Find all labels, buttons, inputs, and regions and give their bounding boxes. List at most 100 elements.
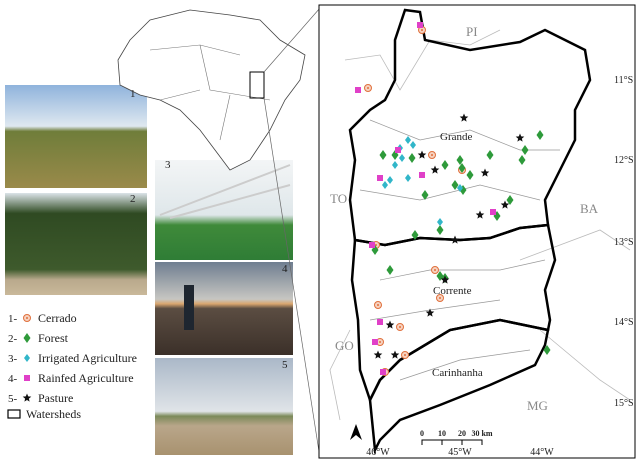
rainfed-marker bbox=[377, 175, 383, 181]
photo-number: 4 bbox=[282, 263, 288, 275]
pasture-marker bbox=[450, 235, 460, 244]
state-label: GO bbox=[335, 338, 354, 353]
irrigated-marker bbox=[405, 136, 411, 144]
forest-marker bbox=[411, 230, 419, 240]
irrigated-marker bbox=[410, 141, 416, 149]
state-label: MG bbox=[527, 398, 548, 413]
basin-label: Grande bbox=[440, 131, 472, 143]
forest-marker bbox=[379, 150, 387, 160]
photo-number: 3 bbox=[165, 159, 171, 171]
state-borders bbox=[149, 44, 271, 141]
legend-label: Irrigated Agriculture bbox=[38, 351, 137, 365]
rainfed-marker bbox=[377, 319, 383, 325]
rainfed-marker bbox=[395, 147, 401, 153]
photo bbox=[5, 85, 147, 188]
scale-label: 10 bbox=[438, 429, 446, 438]
forest-marker bbox=[451, 180, 459, 190]
pasture-marker bbox=[515, 133, 525, 142]
forest-marker bbox=[23, 333, 31, 343]
map-frame bbox=[318, 4, 636, 459]
rainfed-marker bbox=[380, 369, 386, 375]
photo bbox=[155, 160, 293, 260]
cerrado-marker-dot bbox=[26, 317, 28, 319]
lon-label: 44°W bbox=[530, 447, 554, 458]
pasture-marker bbox=[373, 350, 383, 359]
forest-marker bbox=[408, 153, 416, 163]
pasture-marker bbox=[22, 393, 32, 402]
pasture-marker bbox=[480, 168, 490, 177]
rainfed-marker bbox=[372, 339, 378, 345]
forest-marker bbox=[486, 150, 494, 160]
forest-marker bbox=[386, 265, 394, 275]
lat-label: 15°S bbox=[614, 398, 634, 409]
forest-marker bbox=[518, 155, 526, 165]
state-label: BA bbox=[580, 201, 599, 216]
forest-marker bbox=[521, 145, 529, 155]
lon-label: 45°W bbox=[448, 447, 472, 458]
irrigated-marker bbox=[24, 354, 30, 362]
photo-number: 5 bbox=[282, 359, 288, 371]
legend-label: Forest bbox=[38, 331, 69, 345]
photo bbox=[155, 358, 293, 455]
forest-marker bbox=[436, 225, 444, 235]
irrigated-marker bbox=[382, 181, 388, 189]
irrigated-marker bbox=[405, 174, 411, 182]
pasture-marker bbox=[475, 210, 485, 219]
lon-label: 46°W bbox=[366, 447, 390, 458]
rainfed-marker bbox=[417, 22, 423, 28]
zoom-lines bbox=[263, 7, 321, 459]
cerrado-marker-dot bbox=[404, 354, 406, 356]
forest-marker bbox=[436, 271, 444, 281]
forest-marker bbox=[466, 170, 474, 180]
cerrado-marker-dot bbox=[367, 87, 369, 89]
watershed-legend-symbol bbox=[7, 409, 21, 419]
cerrado-marker-dot bbox=[399, 326, 401, 328]
basin-label: Carinhanha bbox=[432, 367, 483, 379]
state-borders bbox=[329, 29, 631, 421]
lat-label: 11°S bbox=[614, 75, 633, 86]
legend-label: Watersheds bbox=[26, 407, 81, 421]
cerrado-marker-dot bbox=[421, 29, 423, 31]
photo-number: 1 bbox=[130, 88, 136, 100]
legend-number: 1- bbox=[8, 313, 18, 325]
basin-label: Corrente bbox=[433, 285, 472, 297]
pasture-marker bbox=[417, 150, 427, 159]
forest-marker bbox=[536, 130, 544, 140]
scale-label: 30 km bbox=[471, 429, 492, 438]
cerrado-marker-dot bbox=[379, 341, 381, 343]
scale-label: 0 bbox=[420, 429, 424, 438]
legend-label: Rainfed Agriculture bbox=[38, 371, 134, 385]
legend-number: 3- bbox=[8, 353, 18, 365]
sub-basins bbox=[359, 119, 560, 381]
cerrado-marker-dot bbox=[439, 297, 441, 299]
cerrado-marker-dot bbox=[431, 154, 433, 156]
pasture-marker bbox=[500, 200, 510, 209]
rainfed-marker bbox=[419, 172, 425, 178]
pasture-marker bbox=[440, 275, 450, 284]
irrigated-marker bbox=[392, 161, 398, 169]
corrente-watershed bbox=[350, 223, 557, 404]
legend-label: Cerrado bbox=[38, 311, 77, 325]
cerrado-marker-dot bbox=[375, 244, 377, 246]
irrigated-marker bbox=[457, 184, 463, 192]
north-arrow bbox=[350, 424, 362, 440]
scale-label: 20 bbox=[458, 429, 466, 438]
pasture-marker bbox=[459, 113, 469, 122]
lat-label: 14°S bbox=[614, 317, 634, 328]
person bbox=[184, 285, 194, 330]
study-area-box bbox=[249, 71, 265, 99]
forest-marker bbox=[441, 160, 449, 170]
forest-marker bbox=[456, 155, 464, 165]
pasture-marker bbox=[425, 308, 435, 317]
rainfed-marker bbox=[355, 87, 361, 93]
photo-number: 2 bbox=[130, 193, 136, 205]
pivot bbox=[159, 164, 291, 219]
lat-label: 13°S bbox=[614, 237, 634, 248]
lat-label: 12°S bbox=[614, 155, 634, 166]
cerrado-marker-dot bbox=[377, 304, 379, 306]
photo bbox=[155, 262, 293, 355]
irrigated-marker bbox=[399, 154, 405, 162]
legend-number: 5- bbox=[8, 393, 18, 405]
forest-marker bbox=[506, 195, 514, 205]
